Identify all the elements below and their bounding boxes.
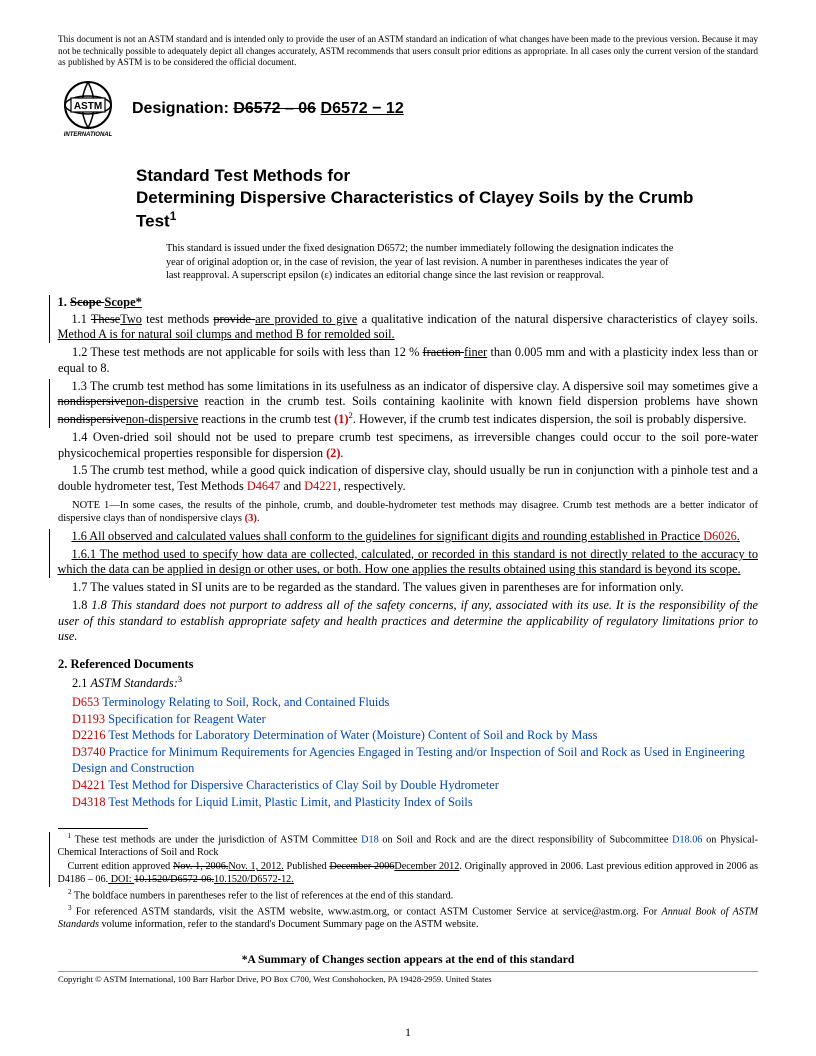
- summary-of-changes-note: *A Summary of Changes section appears at…: [58, 954, 758, 966]
- ref-d6026[interactable]: D6026: [703, 529, 736, 543]
- ref-2[interactable]: (2): [326, 446, 340, 460]
- ref-3[interactable]: (3): [245, 513, 257, 524]
- page: This document is not an ASTM standard an…: [0, 0, 816, 1056]
- reference-item: D4221 Test Method for Dispersive Charact…: [72, 777, 758, 794]
- ref-d4221[interactable]: D4221: [304, 479, 337, 493]
- footnote-2: 2 The boldface numbers in parentheses re…: [58, 888, 758, 903]
- para-1-8: 1.8 1.8 This standard does not purport t…: [58, 598, 758, 645]
- disclaimer-text: This document is not an ASTM standard an…: [58, 34, 758, 69]
- designation-label: Designation:: [132, 100, 233, 117]
- ref-code[interactable]: D4221: [72, 778, 105, 792]
- ref-title[interactable]: Specification for Reagent Water: [108, 712, 266, 726]
- ref-1[interactable]: (1): [334, 412, 348, 426]
- section-2-heading: 2. Referenced Documents: [58, 657, 758, 672]
- link-d18[interactable]: D18: [361, 835, 379, 846]
- footnote-1: 1 These test methods are under the juris…: [58, 832, 759, 860]
- ref-title[interactable]: Practice for Minimum Requirements for Ag…: [72, 745, 745, 776]
- issuance-note: This standard is issued under the fixed …: [166, 242, 678, 282]
- section-1: 1. Scope Scope* 1.1 TheseTwo test method…: [58, 295, 758, 646]
- footnote-1-edition: Current edition approved Nov. 1, 2006.No…: [58, 861, 759, 887]
- ref-title[interactable]: Terminology Relating to Soil, Rock, and …: [102, 695, 389, 709]
- copyright-line: Copyright © ASTM International, 100 Barr…: [58, 971, 758, 984]
- section-2: 2. Referenced Documents 2.1 ASTM Standar…: [58, 657, 758, 810]
- para-1-5: 1.5 The crumb test method, while a good …: [58, 463, 758, 494]
- ref-code[interactable]: D2216: [72, 728, 105, 742]
- title-line-2: Determining Dispersive Characteristics o…: [136, 188, 693, 231]
- ref-code[interactable]: D653: [72, 695, 99, 709]
- reference-item: D4318 Test Methods for Liquid Limit, Pla…: [72, 794, 758, 811]
- ref-title[interactable]: Test Methods for Liquid Limit, Plastic L…: [108, 795, 472, 809]
- footnote-rule: [58, 828, 148, 829]
- designation-old: D6572 – 06: [233, 100, 316, 117]
- link-d18-06[interactable]: D18.06: [672, 835, 702, 846]
- para-2-1: 2.1 ASTM Standards:3: [58, 674, 758, 692]
- reference-item: D2216 Test Methods for Laboratory Determ…: [72, 727, 758, 744]
- reference-item: D3740 Practice for Minimum Requirements …: [72, 744, 758, 777]
- para-1-2: 1.2 These test methods are not applicabl…: [58, 345, 758, 376]
- ref-code[interactable]: D1193: [72, 712, 105, 726]
- title-line-1: Standard Test Methods for: [136, 166, 350, 185]
- ref-title[interactable]: Test Methods for Laboratory Determinatio…: [108, 728, 597, 742]
- para-1-6-1: 1.6.1 The method used to specify how dat…: [58, 547, 759, 578]
- section-1-heading: 1. Scope Scope*: [58, 295, 759, 310]
- title-footnote-mark: 1: [170, 209, 177, 223]
- designation-new: D6572 − 12: [321, 100, 404, 117]
- title-block: Standard Test Methods for Determining Di…: [136, 165, 718, 283]
- para-1-3: 1.3 The crumb test method has some limit…: [58, 379, 759, 428]
- footnotes: 1 These test methods are under the juris…: [58, 828, 758, 931]
- ref-code[interactable]: D4318: [72, 795, 105, 809]
- footnote-3: 3 For referenced ASTM standards, visit t…: [58, 904, 758, 932]
- svg-text:ASTM: ASTM: [74, 101, 102, 112]
- para-1-7: 1.7 The values stated in SI units are to…: [58, 580, 758, 596]
- svg-text:INTERNATIONAL: INTERNATIONAL: [64, 132, 113, 138]
- ref-code[interactable]: D3740: [72, 745, 105, 759]
- designation-line: Designation: D6572 – 06 D6572 − 12: [132, 100, 404, 118]
- para-1-1: 1.1 TheseTwo test methods provide are pr…: [58, 312, 759, 343]
- ref-d4647[interactable]: D4647: [247, 479, 280, 493]
- para-1-6: 1.6 All observed and calculated values s…: [58, 529, 759, 545]
- note-1: NOTE 1—In some cases, the results of the…: [58, 499, 758, 525]
- para-1-4: 1.4 Oven-dried soil should not be used t…: [58, 430, 758, 461]
- document-title: Standard Test Methods for Determining Di…: [136, 165, 718, 233]
- reference-item: D653 Terminology Relating to Soil, Rock,…: [72, 694, 758, 711]
- reference-list: D653 Terminology Relating to Soil, Rock,…: [58, 694, 758, 810]
- header-row: ASTM INTERNATIONAL Designation: D6572 – …: [58, 79, 758, 139]
- reference-item: D1193 Specification for Reagent Water: [72, 711, 758, 728]
- page-number: 1: [0, 1025, 816, 1040]
- astm-logo: ASTM INTERNATIONAL: [58, 79, 118, 139]
- ref-title[interactable]: Test Method for Dispersive Characteristi…: [108, 778, 499, 792]
